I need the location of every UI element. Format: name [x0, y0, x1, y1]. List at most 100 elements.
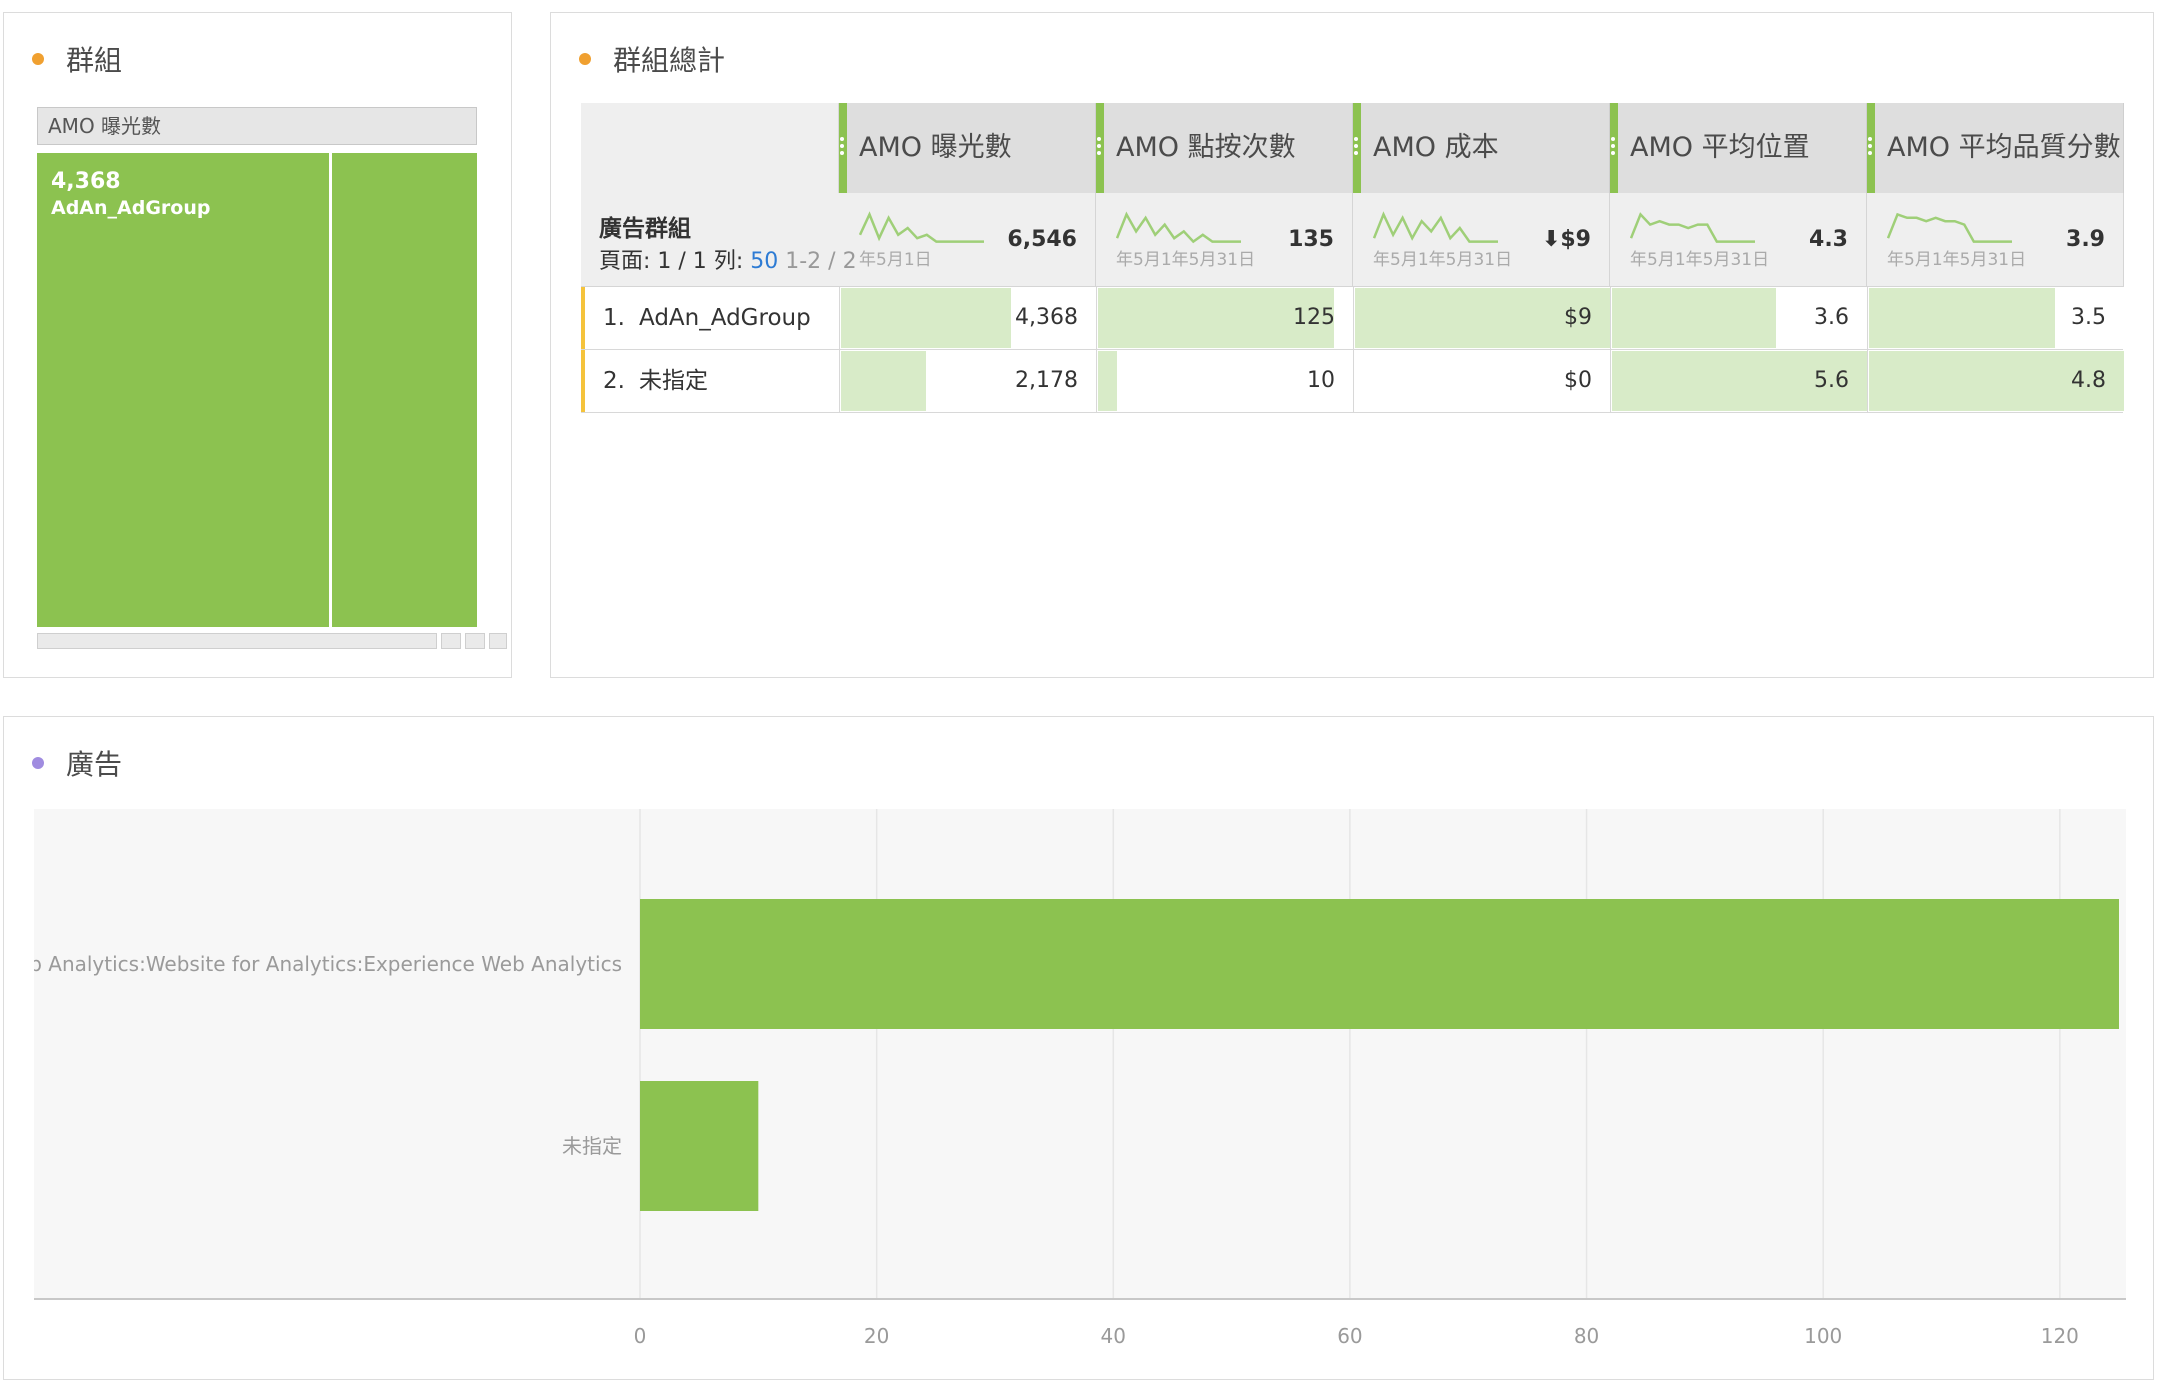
- scrollbar-button[interactable]: [489, 633, 507, 649]
- row-label[interactable]: 2. 未指定: [603, 350, 708, 412]
- column-total: 135: [1288, 227, 1334, 252]
- cell-percent-bar: [841, 351, 926, 411]
- column-header[interactable]: AMO 成本: [1353, 103, 1610, 193]
- table-cell[interactable]: 2,178: [839, 350, 1096, 412]
- table-cell[interactable]: $0: [1353, 350, 1610, 412]
- status-dot-icon: [579, 53, 591, 65]
- column-header-label: AMO 平均位置: [1630, 132, 1810, 163]
- table-cell[interactable]: 3.5: [1867, 287, 2124, 349]
- column-header[interactable]: AMO 曝光數: [839, 103, 1096, 193]
- row-label[interactable]: 1. AdAn_AdGroup: [603, 287, 811, 349]
- rows-label: 列:: [713, 249, 744, 274]
- treemap-metric-header[interactable]: AMO 曝光數: [37, 107, 477, 145]
- row-number: 2.: [603, 368, 625, 394]
- column-header[interactable]: AMO 點按次數: [1096, 103, 1353, 193]
- table-cell[interactable]: 4,368: [839, 287, 1096, 349]
- scrollbar-button[interactable]: [441, 633, 461, 649]
- sparkline-date: 年5月1年5月31日: [1630, 250, 1770, 270]
- scrollbar-track[interactable]: [37, 633, 437, 649]
- x-tick-label: 120: [2041, 1324, 2079, 1348]
- row-range: 1-2 / 2: [785, 249, 857, 274]
- panel-title-text: 群組: [66, 44, 123, 77]
- drag-handle-icon[interactable]: [1868, 137, 1873, 159]
- drag-handle-icon[interactable]: [1097, 137, 1102, 159]
- table-cell[interactable]: 3.6: [1610, 287, 1867, 349]
- summary-cell: 年5月1年5月31日 4.3: [1610, 193, 1867, 287]
- sparkline-path: [859, 211, 984, 243]
- scrollbar-button[interactable]: [465, 633, 485, 649]
- column-total: 4.3: [1809, 227, 1848, 252]
- column-total: 3.9: [2066, 227, 2105, 252]
- cell-value: 5.6: [1814, 368, 1849, 393]
- drag-handle-icon[interactable]: [840, 137, 845, 159]
- treemap-cell[interactable]: [332, 153, 477, 627]
- status-dot-icon: [32, 757, 44, 769]
- cell-percent-bar: [1098, 351, 1117, 411]
- table-cell[interactable]: 4.8: [1867, 350, 2124, 412]
- horizontal-bar-chart: 0 20 40 60 80 100 120 Web Analytics:Website for…: [34, 809, 2126, 1348]
- bar[interactable]: [640, 1081, 759, 1211]
- column-header-label: AMO 平均品質分數: [1887, 132, 2121, 163]
- treemap-scrollbar[interactable]: [37, 633, 507, 649]
- sparkline: [1887, 212, 2012, 243]
- table-cell[interactable]: $9: [1353, 287, 1610, 349]
- table-panel-title: 群組總計: [579, 39, 725, 79]
- chart-background: [34, 809, 2126, 1299]
- treemap-cell[interactable]: 4,368 AdAn_AdGroup: [37, 153, 329, 627]
- table-cell[interactable]: 5.6: [1610, 350, 1867, 412]
- treemap-cell-value: 4,368: [51, 169, 121, 194]
- sparkline-path: [1373, 211, 1498, 243]
- summary-row: 廣告群組 頁面: 1 / 1 列: 50 1-2 / 2 年5月1日 6,546 年…: [581, 193, 2124, 287]
- sparkline-date: 年5月1日: [859, 250, 932, 270]
- page-indicator: 頁面: 1 / 1: [599, 249, 707, 274]
- sparkline-path: [1630, 212, 1755, 243]
- table-corner-header: [581, 103, 839, 193]
- bar-chart-panel: 廣告 0 20 40 60 80 100 120 Web Analytics:Website …: [3, 716, 2154, 1380]
- cell-value: 3.6: [1814, 305, 1849, 330]
- cell-percent-bar: [1098, 288, 1334, 348]
- bar-panel-title: 廣告: [32, 743, 122, 783]
- x-tick-label: 60: [1337, 1324, 1362, 1348]
- summary-cell: 年5月1年5月31日 3.9: [1867, 193, 2124, 287]
- column-header-label: AMO 成本: [1373, 132, 1499, 163]
- sparkline-date: 年5月1年5月31日: [1116, 250, 1256, 270]
- cell-value: 125: [1293, 305, 1335, 330]
- x-tick-label: 0: [634, 1324, 647, 1348]
- panel-title-text: 廣告: [66, 748, 123, 781]
- cell-percent-bar: [1355, 288, 1610, 348]
- cell-percent-bar: [1869, 351, 2124, 411]
- sparkline-path: [1887, 212, 2012, 243]
- sparkline: [1630, 212, 1755, 243]
- row-name: AdAn_AdGroup: [639, 305, 811, 331]
- sparkline-date: 年5月1年5月31日: [1887, 250, 2027, 270]
- y-category-label: Web Analytics:Website for Analytics:Expe…: [34, 952, 622, 976]
- cell-value: 3.5: [2071, 305, 2106, 330]
- cell-value: 10: [1307, 368, 1335, 393]
- column-header[interactable]: AMO 平均位置: [1610, 103, 1867, 193]
- treemap-cell-name: AdAn_AdGroup: [51, 197, 211, 219]
- rows-per-page-link[interactable]: 50: [750, 249, 779, 274]
- cell-value: 4,368: [1015, 305, 1078, 330]
- status-dot-icon: [32, 53, 44, 65]
- bar[interactable]: [640, 899, 2119, 1029]
- table-cell[interactable]: 10: [1096, 350, 1353, 412]
- drag-handle-icon[interactable]: [1611, 137, 1616, 159]
- column-header-label: AMO 曝光數: [859, 132, 1012, 163]
- y-category-label: 未指定: [562, 1134, 622, 1158]
- table-row[interactable]: 2. 未指定 2,178 10 $0 5.6 4.8: [581, 350, 2124, 413]
- table-panel: 群組總計 廣告群組 頁面: 1 / 1 列: 50 1-2 / 2 年5月1日 6…: [550, 12, 2154, 678]
- cell-value: $0: [1564, 368, 1592, 393]
- sparkline: [1116, 211, 1241, 244]
- table-row[interactable]: 1. AdAn_AdGroup 4,368 125 $9 3.6 3.5: [581, 287, 2123, 350]
- column-header-label: AMO 點按次數: [1116, 132, 1296, 163]
- sparkline-date: 年5月1年5月31日: [1373, 250, 1513, 270]
- column-header[interactable]: AMO 平均品質分數: [1867, 103, 2124, 193]
- dimension-label[interactable]: 廣告群組: [599, 216, 691, 242]
- table-cell[interactable]: 125: [1096, 287, 1353, 349]
- drag-handle-icon[interactable]: [1354, 137, 1359, 159]
- cell-percent-bar: [1869, 288, 2055, 348]
- treemap-panel: 群組 AMO 曝光數 4,368 AdAn_AdGroup: [3, 12, 512, 678]
- sparkline-path: [1116, 211, 1241, 244]
- summary-cell: 年5月1年5月31日 135: [1096, 193, 1353, 287]
- column-total: ⬇$9: [1541, 227, 1591, 252]
